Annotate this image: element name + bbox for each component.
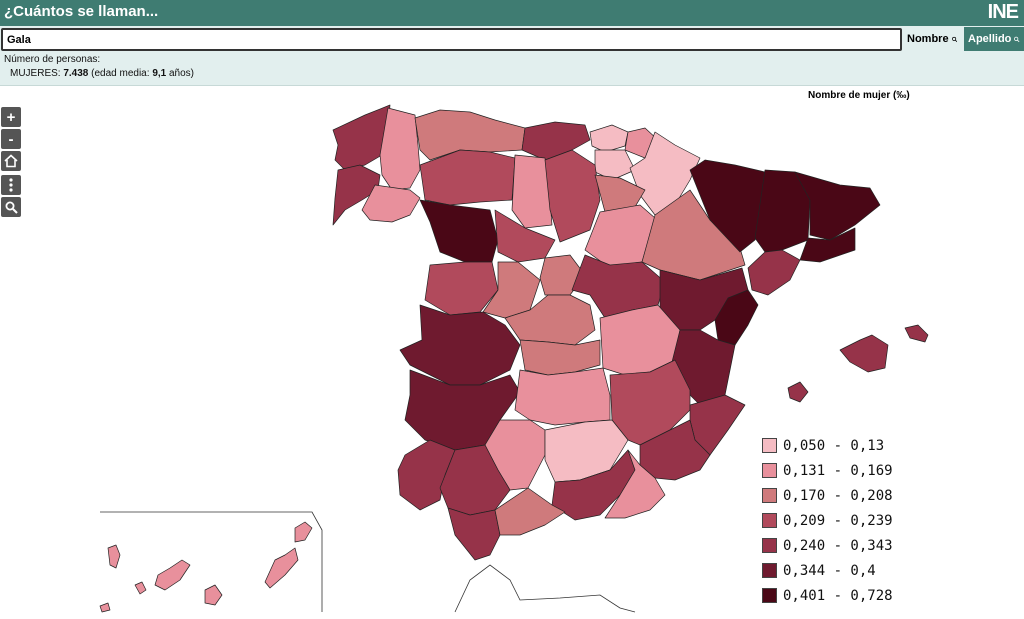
region-zamora[interactable] (419, 199, 499, 263)
region-a-coruna[interactable] (332, 104, 391, 171)
region-almeria[interactable] (604, 449, 666, 519)
region-lugo[interactable] (379, 107, 421, 191)
region-palencia[interactable] (511, 154, 553, 229)
avg-age-value: 9,1 (152, 68, 167, 79)
search-panel: Nombre Apellido Número de personas: MUJE… (0, 26, 1024, 86)
legend-swatch (762, 538, 777, 553)
legend-item: 0,401 - 0,728 (762, 583, 893, 608)
legend-swatch (762, 488, 777, 503)
search-by-apellido-button[interactable]: Apellido (964, 27, 1024, 51)
region-la-palma[interactable] (107, 544, 121, 569)
region-salamanca[interactable] (424, 261, 499, 316)
legend-label: 0,050 - 0,13 (783, 437, 885, 454)
plus-icon: + (6, 108, 16, 126)
search-icon (951, 36, 957, 42)
zoom-out-button[interactable]: - (1, 129, 21, 149)
legend-swatch (762, 588, 777, 603)
legend-item: 0,131 - 0,169 (762, 458, 893, 483)
home-button[interactable] (1, 151, 21, 171)
legend-item: 0,170 - 0,208 (762, 483, 893, 508)
region-malaga[interactable] (494, 487, 566, 536)
top-bar: ¿Cuántos se llaman... INE (0, 0, 1024, 26)
region-ibiza[interactable] (787, 381, 809, 403)
map-title: Nombre de mujer (‰) (808, 90, 910, 101)
region-huelva[interactable] (397, 439, 456, 511)
map-search-button[interactable] (1, 197, 21, 217)
region-leon[interactable] (419, 149, 516, 206)
search-by-nombre-button[interactable]: Nombre (903, 27, 961, 51)
count-label: Número de personas: (4, 54, 101, 65)
avg-age-suffix: años) (169, 68, 195, 79)
legend-item: 0,050 - 0,13 (762, 433, 893, 458)
region-girona[interactable] (794, 171, 881, 241)
legend-label: 0,131 - 0,169 (783, 462, 893, 479)
legend-label: 0,170 - 0,208 (783, 487, 893, 504)
region-ourense[interactable] (361, 184, 421, 223)
avg-age-prefix: (edad media: (91, 68, 150, 79)
map-legend: 0,050 - 0,13 0,131 - 0,169 0,170 - 0,208 0,… (762, 433, 893, 608)
gender-label: MUJERES: (10, 68, 61, 79)
search-input[interactable] (1, 28, 902, 51)
region-tarragona[interactable] (747, 249, 801, 296)
legend-swatch (762, 513, 777, 528)
legend-label: 0,401 - 0,728 (783, 587, 893, 604)
legend-item: 0,344 - 0,4 (762, 558, 893, 583)
legend-item: 0,209 - 0,239 (762, 508, 893, 533)
region-ciudad-real[interactable] (514, 367, 611, 426)
minus-icon: - (8, 130, 14, 148)
app-title: ¿Cuántos se llaman... (4, 3, 159, 20)
legend-item: 0,240 - 0,343 (762, 533, 893, 558)
nombre-button-label: Nombre (907, 33, 949, 45)
more-vertical-icon (9, 178, 13, 192)
person-count: 7.438 (63, 68, 89, 79)
ine-logo: INE (987, 1, 1019, 23)
home-icon (4, 154, 18, 168)
canary-inset-frame (100, 511, 323, 612)
search-icon (5, 201, 18, 214)
region-burgos[interactable] (544, 149, 601, 243)
legend-swatch (762, 563, 777, 578)
region-hierro[interactable] (99, 602, 111, 613)
region-pontevedra[interactable] (332, 164, 381, 226)
region-tenerife[interactable] (154, 559, 191, 591)
apellido-button-label: Apellido (968, 33, 1012, 45)
legend-swatch (762, 463, 777, 478)
africa-coastline (454, 564, 636, 613)
more-options-button[interactable] (1, 175, 21, 195)
legend-label: 0,240 - 0,343 (783, 537, 893, 554)
region-zaragoza[interactable] (641, 189, 746, 281)
legend-swatch (762, 438, 777, 453)
region-bizkaia[interactable] (589, 124, 629, 153)
region-toledo[interactable] (519, 339, 601, 376)
legend-label: 0,344 - 0,4 (783, 562, 876, 579)
result-line: MUJERES: 7.438 (edad media: 9,1 años) (10, 68, 194, 79)
region-castellon[interactable] (714, 289, 759, 346)
region-cadiz[interactable] (447, 507, 501, 561)
legend-label: 0,209 - 0,239 (783, 512, 893, 529)
region-cantabria[interactable] (521, 121, 591, 161)
region-mallorca[interactable] (839, 334, 889, 373)
region-menorca[interactable] (904, 324, 929, 343)
region-gomera[interactable] (134, 581, 147, 595)
region-gran-canaria[interactable] (204, 584, 223, 606)
search-icon (1014, 36, 1020, 42)
region-la-rioja[interactable] (594, 174, 646, 213)
zoom-in-button[interactable]: + (1, 107, 21, 127)
region-lanzarote[interactable] (294, 521, 313, 543)
region-fuerteventura[interactable] (264, 547, 299, 589)
